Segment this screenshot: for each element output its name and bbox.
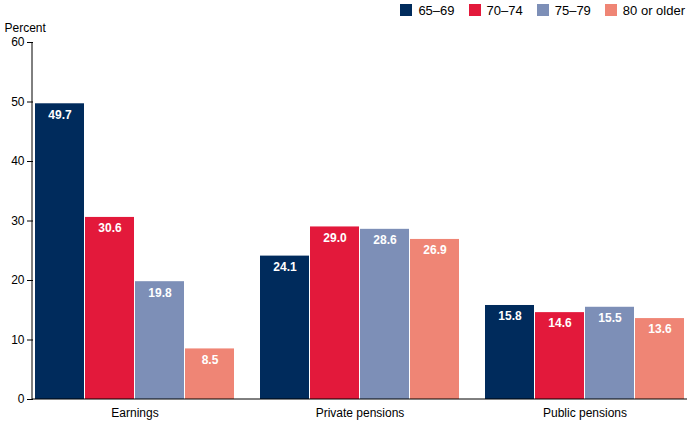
svg-text:30: 30 [11,214,25,228]
svg-text:60: 60 [11,35,25,49]
svg-text:29.0: 29.0 [323,231,347,245]
svg-text:10: 10 [11,333,25,347]
html-text:75–79: 75–79 [554,2,591,18]
svg-text:50: 50 [11,95,25,109]
svg-text:28.6: 28.6 [373,233,397,247]
svg-text:20: 20 [11,273,25,287]
svg-text:26.9: 26.9 [423,243,447,257]
svg-text:40: 40 [11,154,25,168]
svg-text:14.6: 14.6 [548,316,572,330]
svg-text:13.6: 13.6 [648,322,672,336]
svg-text:Percent: Percent [5,21,47,35]
svg-text:Public pensions: Public pensions [543,406,627,420]
svg-text:30.6: 30.6 [98,221,122,235]
svg-text:19.8: 19.8 [148,286,172,300]
svg-text:15.8: 15.8 [498,309,522,323]
html-text:70–74: 70–74 [486,2,523,18]
svg-text:24.1: 24.1 [273,260,297,274]
svg-text:Private pensions: Private pensions [316,406,405,420]
html-text:80 or older: 80 or older [622,2,685,18]
html-text:65–69: 65–69 [418,2,455,18]
svg-text:0: 0 [18,392,25,406]
svg-text:8.5: 8.5 [202,353,219,367]
svg-text:49.7: 49.7 [48,108,72,122]
svg-text:15.5: 15.5 [598,311,622,325]
svg-text:Earnings: Earnings [111,406,158,420]
